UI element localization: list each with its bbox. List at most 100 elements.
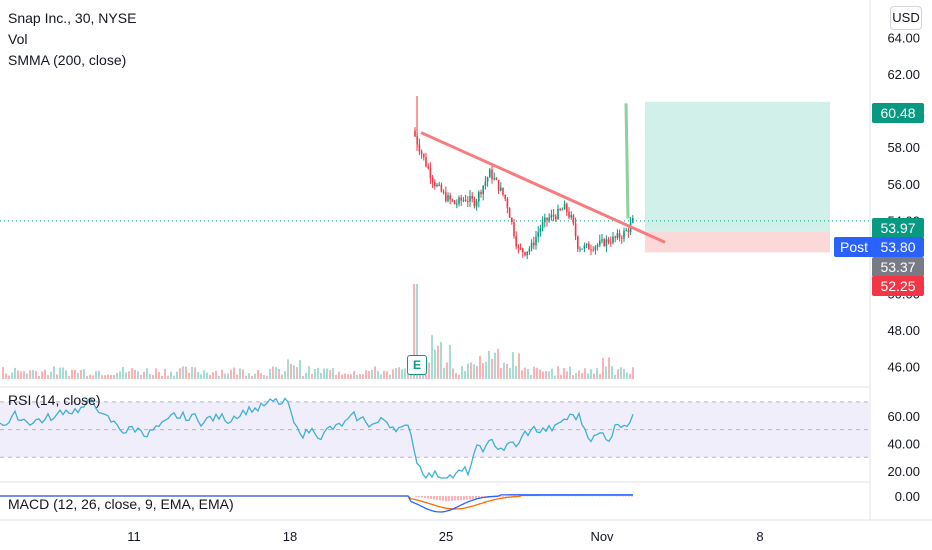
volume-bar [386,371,388,379]
volume-bar [113,374,115,379]
volume-bar [305,372,307,379]
macd-histogram-bar [580,495,582,497]
volume-bar [605,366,607,379]
volume-bar [632,367,634,379]
volume-bar [95,371,97,379]
volume-bar [272,366,274,379]
volume-bar [365,370,367,379]
volume-bar [149,373,151,379]
volume-bar [200,374,202,379]
volume-bar [185,366,187,379]
volume-bar [44,369,46,379]
candle-body [511,217,513,223]
rsi-legend[interactable]: RSI (14, close) [8,392,101,408]
volume-bar [59,367,61,379]
volume-bar [332,368,334,379]
volume-bar [446,362,448,379]
entry-price-label: 53.37 [872,257,924,277]
symbol-legend[interactable]: Snap Inc., 30, NYSE [8,10,137,26]
volume-bar [116,372,118,379]
volume-bar [131,368,133,379]
price-tick: 46.00 [887,360,920,375]
macd-histogram-bar [505,496,507,497]
currency-button[interactable]: USD [890,6,922,30]
candle-body [464,199,467,202]
volume-bar [152,374,154,379]
volume-bar [581,373,583,379]
candle-body [614,236,616,238]
volume-bar [467,363,469,379]
volume-bar [473,364,475,379]
candle-body [478,191,480,202]
volume-bar [380,374,382,379]
macd-legend[interactable]: MACD (12, 26, close, 9, EMA, EMA) [8,496,234,512]
volume-bar [602,357,604,379]
volume-bar [545,371,547,379]
macd-histogram-bar [511,495,513,497]
volume-bar [320,373,322,379]
volume-bar [362,374,364,379]
post-market-spike [624,103,630,219]
volume-bar [554,375,556,379]
volume-bar [239,368,241,379]
candle-body [475,201,478,207]
volume-bar [392,369,394,379]
volume-bar [191,366,193,379]
volume-legend[interactable]: Vol [8,31,28,47]
volume-bar [500,367,502,379]
candle-body [601,239,603,241]
candle-body [581,248,583,250]
candle-body [530,242,533,249]
candle-body [605,239,608,247]
volume-bar [143,371,145,379]
volume-bar [404,368,406,379]
macd-histogram-bar [436,496,438,500]
earnings-marker-icon[interactable]: E [407,355,427,375]
volume-bar [557,366,559,379]
candle-body [480,191,482,195]
candle-body [599,240,601,245]
candle-body [612,236,614,243]
candle-body [590,249,592,251]
macd-histogram-bar [502,496,504,497]
volume-bar [293,365,295,379]
candle-body [423,153,425,158]
candle-body [618,233,621,238]
candle-body [583,245,586,249]
volume-bar [218,375,220,379]
candle-body [420,151,423,154]
volume-bar [5,373,7,379]
smma-legend[interactable]: SMMA (200, close) [8,52,127,68]
candle-body [453,200,456,205]
volume-bar [77,373,79,379]
volume-bar [542,371,544,379]
volume-bar [179,368,181,379]
volume-bar [560,374,562,379]
candle-body [440,184,443,192]
volume-bar [614,374,616,379]
macd-histogram-bar [454,496,456,501]
candle-body [568,211,570,218]
volume-bar [104,375,106,379]
volume-bar [161,375,163,379]
candle-body [462,199,465,201]
candle-body [471,195,473,199]
volume-bar [479,356,481,379]
macd-histogram-bar [586,495,588,497]
volume-bar [107,374,109,379]
volume-bar [569,366,571,379]
volume-bar [458,374,460,379]
volume-bar [302,375,304,379]
volume-bar [626,372,628,379]
volume-bar [182,366,184,379]
volume-bar [539,369,541,379]
candle-body [533,242,535,246]
time-tick: 11 [127,529,141,544]
volume-bar [173,375,175,379]
candle-body [517,246,520,248]
volume-bar [266,375,268,379]
volume-bar [401,369,403,379]
candle-body [550,214,553,218]
volume-bar [188,372,190,379]
